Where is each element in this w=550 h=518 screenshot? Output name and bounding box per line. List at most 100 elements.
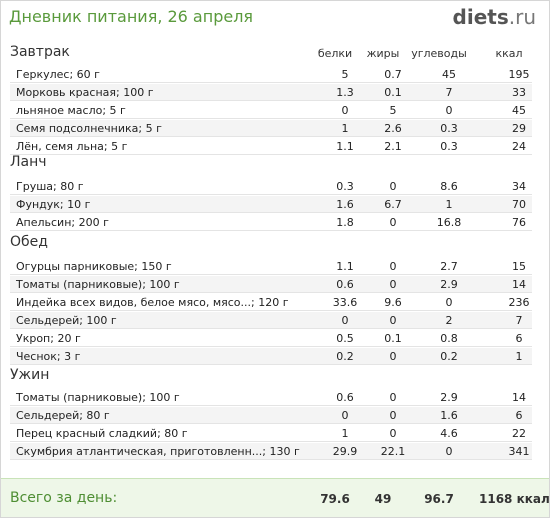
food-name: Томаты (парниковые); 100 г [16,391,180,404]
food-protein: 0 [341,104,349,117]
logo-tld: .ru [508,5,536,29]
section-title: Обед [10,234,48,250]
food-protein: 0.3 [336,180,354,193]
food-fat: 0 [389,278,397,291]
food-row[interactable]: льняное масло; 5 г 0 5 0 45 [10,102,532,119]
col-header-kcal: ккал [495,47,523,60]
food-carbs: 8.6 [440,180,458,193]
food-kcal: 45 [512,104,526,117]
food-row[interactable]: Фундук; 10 г 1.6 6.7 1 70 [10,196,532,213]
food-carbs: 2.9 [440,391,458,404]
total-kcal: 1168 ккал [479,492,550,506]
total-protein: 79.6 [320,492,350,506]
food-fat: 0 [389,260,397,273]
food-kcal: 15 [512,260,526,273]
food-row[interactable]: Сельдерей; 100 г 0 0 2 7 [10,312,532,329]
food-fat: 0 [389,216,397,229]
food-row[interactable]: Семя подсолнечника; 5 г 1 2.6 0.3 29 [10,120,532,137]
food-kcal: 14 [512,391,526,404]
food-row[interactable]: Индейка всех видов, белое мясо, мясо...;… [10,294,532,311]
food-row[interactable]: Огурцы парниковые; 150 г 1.1 0 2.7 15 [10,258,532,275]
food-name: Томаты (парниковые); 100 г [16,278,180,291]
site-logo[interactable]: diets.ru [453,5,536,29]
food-fat: 0 [389,391,397,404]
food-fat: 5 [389,104,397,117]
food-name: Геркулес; 60 г [16,68,100,81]
food-row[interactable]: Чеснок; 3 г 0.2 0 0.2 1 [10,348,532,365]
food-name: Перец красный сладкий; 80 г [16,427,188,440]
food-protein: 0.2 [336,350,354,363]
food-row[interactable]: Геркулес; 60 г 5 0.7 45 195 [10,66,532,83]
food-protein: 1.6 [336,198,354,211]
food-kcal: 6 [515,332,523,345]
food-protein: 1 [341,122,349,135]
food-name: Сельдерей; 100 г [16,314,117,327]
food-name: Лён, семя льна; 5 г [16,140,128,153]
food-protein: 0 [341,314,349,327]
food-carbs: 0 [445,445,453,458]
food-carbs: 0.3 [440,122,458,135]
section-title: Ужин [10,367,50,383]
col-header-fat: жиры [366,47,400,60]
food-row[interactable]: Скумбрия атлантическая, приготовленн...;… [10,443,532,460]
food-fat: 2.1 [384,140,402,153]
food-kcal: 24 [512,140,526,153]
food-protein: 1.1 [336,140,354,153]
logo-main: diets [452,5,509,29]
food-carbs: 0 [445,104,453,117]
food-row[interactable]: Сельдерей; 80 г 0 0 1.6 6 [10,407,532,424]
food-kcal: 195 [508,68,530,81]
food-row[interactable]: Морковь красная; 100 г 1.3 0.1 7 33 [10,84,532,101]
food-fat: 9.6 [384,296,402,309]
food-name: Груша; 80 г [16,180,84,193]
food-row[interactable]: Укроп; 20 г 0.5 0.1 0.8 6 [10,330,532,347]
food-fat: 0 [389,409,397,422]
food-row[interactable]: Томаты (парниковые); 100 г 0.6 0 2.9 14 [10,389,532,406]
food-name: Индейка всех видов, белое мясо, мясо...;… [16,296,289,309]
page-title: Дневник питания, 26 апреля [9,7,254,26]
food-row[interactable]: Томаты (парниковые); 100 г 0.6 0 2.9 14 [10,276,532,293]
food-kcal: 70 [512,198,526,211]
food-carbs: 0 [445,296,453,309]
food-carbs: 0.3 [440,140,458,153]
food-kcal: 29 [512,122,526,135]
food-kcal: 1 [515,350,523,363]
food-row[interactable]: Груша; 80 г 0.3 0 8.6 34 [10,178,532,195]
food-fat: 0 [389,427,397,440]
food-kcal: 34 [512,180,526,193]
food-name: Чеснок; 3 г [16,350,81,363]
daily-total: Всего за день: 79.6 49 96.7 1168 ккал [1,478,550,517]
total-fat: 49 [374,492,392,506]
food-fat: 22.1 [380,445,406,458]
food-kcal: 236 [508,296,530,309]
food-fat: 0.7 [384,68,402,81]
food-kcal: 33 [512,86,526,99]
food-carbs: 2.9 [440,278,458,291]
food-protein: 29.9 [332,445,358,458]
col-header-protein: белки [317,47,353,60]
food-fat: 0.1 [384,332,402,345]
header: Дневник питания, 26 апреля diets.ru [0,0,550,36]
col-header-carbs: углеводы [411,47,467,60]
food-row[interactable]: Апельсин; 200 г 1.8 0 16.8 76 [10,214,532,231]
food-fat: 2.6 [384,122,402,135]
food-fat: 6.7 [384,198,402,211]
food-carbs: 1 [445,198,453,211]
food-name: Морковь красная; 100 г [16,86,154,99]
food-protein: 1.1 [336,260,354,273]
food-name: Огурцы парниковые; 150 г [16,260,172,273]
food-row[interactable]: Перец красный сладкий; 80 г 1 0 4.6 22 [10,425,532,442]
food-protein: 0.6 [336,278,354,291]
food-fat: 0.1 [384,86,402,99]
food-name: льняное масло; 5 г [16,104,126,117]
food-name: Сельдерей; 80 г [16,409,110,422]
food-name: Укроп; 20 г [16,332,81,345]
food-row[interactable]: Лён, семя льна; 5 г 1.1 2.1 0.3 24 [10,138,532,155]
food-carbs: 2 [445,314,453,327]
food-protein: 5 [341,68,349,81]
food-fat: 0 [389,350,397,363]
food-protein: 1.3 [336,86,354,99]
food-kcal: 22 [512,427,526,440]
food-name: Апельсин; 200 г [16,216,109,229]
food-carbs: 16.8 [436,216,462,229]
